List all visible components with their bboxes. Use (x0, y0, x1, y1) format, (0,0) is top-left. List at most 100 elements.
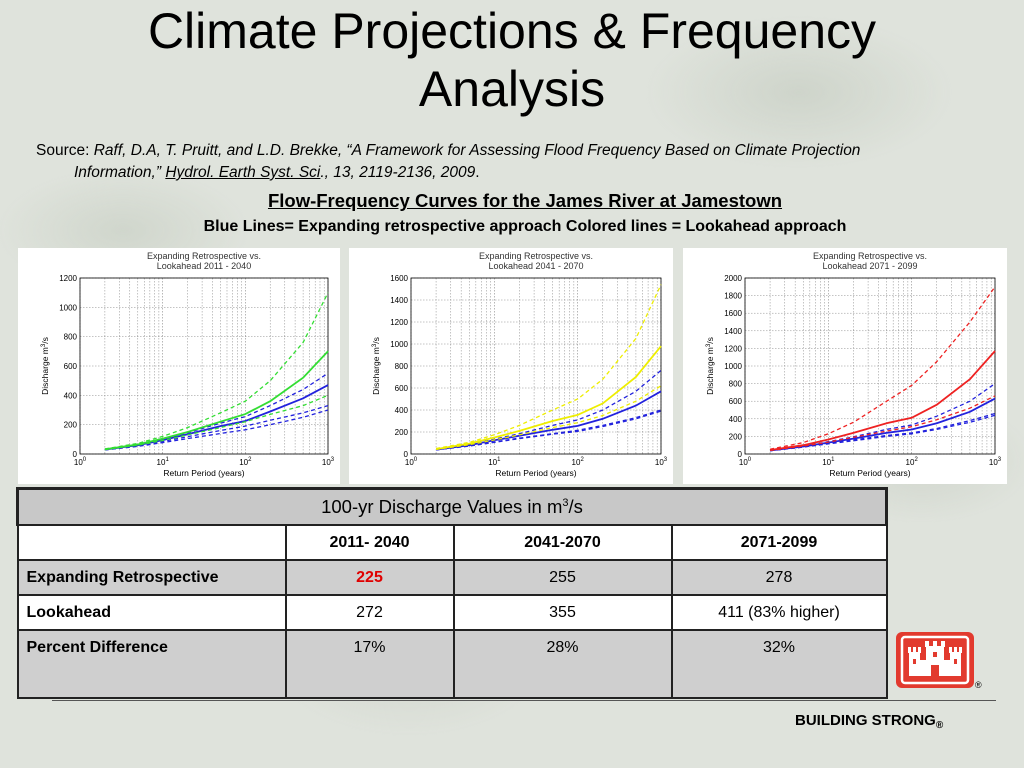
castle-logo-icon (896, 632, 974, 688)
chart-title: Expanding Retrospective vs. Lookahead 207… (813, 251, 927, 271)
table-cell: 278 (670, 559, 888, 596)
source-label: Source: (36, 142, 94, 159)
y-tick-label: 600 (395, 384, 409, 393)
series-line (104, 409, 329, 451)
chart-svg: Expanding Retrospective vs. Lookahead 207… (705, 251, 1002, 478)
y-axis-label: Discharge m3/s (40, 337, 50, 395)
source-journal: Hydrol. Earth Syst. Sci (165, 164, 321, 181)
y-tick-label: 1000 (390, 340, 408, 349)
x-tick-label: 102 (906, 457, 919, 467)
table-title-tail: /s (568, 496, 583, 517)
x-tick-label: 100 (405, 457, 418, 467)
y-tick-label: 600 (64, 362, 78, 371)
y-tick-label: 1000 (59, 303, 77, 312)
y-tick-label: 1200 (59, 274, 77, 283)
logo-registered-mark: ® (975, 680, 982, 690)
x-tick-label: 100 (74, 457, 87, 467)
table-row: Expanding Retrospective 225 255 278 (16, 559, 888, 596)
source-end: . (475, 164, 480, 181)
column-header: 2041-2070 (452, 524, 673, 561)
y-tick-label: 1600 (724, 309, 742, 318)
x-tick-label: 103 (989, 457, 1002, 467)
x-axis-label: Return Period (years) (829, 468, 910, 478)
y-tick-label: 200 (64, 421, 78, 430)
slide-title-line2: Analysis (418, 61, 606, 117)
footer-text: BUILDING STRONG (795, 712, 936, 729)
table-title-main: 100-yr Discharge Values in m (321, 496, 563, 517)
table-row: Lookahead 272 355 411 (83% higher) (16, 594, 888, 631)
chart-svg: Expanding Retrospective vs. Lookahead 204… (371, 251, 668, 478)
chart-subtitle: Flow-Frequency Curves for the James Rive… (267, 190, 783, 211)
table-header-row: 2011- 2040 2041-2070 2071-2099 (16, 524, 888, 561)
series-line (436, 385, 662, 451)
y-tick-label: 0 (404, 450, 409, 459)
table-cell: 411 (83% higher) (670, 594, 888, 631)
column-header: 2011- 2040 (284, 524, 455, 561)
y-tick-label: 800 (64, 333, 78, 342)
table-cell: 17% (284, 629, 455, 699)
column-header (16, 524, 287, 561)
series-line (104, 394, 329, 451)
plot-frame (410, 277, 662, 455)
series-line (436, 410, 662, 451)
chart-title: Expanding Retrospective vs. Lookahead 201… (147, 251, 261, 271)
y-tick-label: 800 (395, 362, 409, 371)
chart-panel-2041-2070: Expanding Retrospective vs. Lookahead 204… (349, 248, 673, 484)
y-tick-label: 600 (729, 397, 743, 406)
column-header: 2071-2099 (670, 524, 888, 561)
series-line (435, 284, 662, 450)
y-tick-label: 1800 (724, 292, 742, 301)
series-line (436, 409, 662, 451)
x-axis-label: Return Period (years) (495, 468, 576, 478)
x-tick-label: 103 (655, 457, 668, 467)
footer-registered-mark: ® (935, 720, 944, 731)
table-title: 100-yr Discharge Values in m3/s (16, 487, 888, 526)
y-tick-label: 0 (73, 450, 78, 459)
x-tick-label: 102 (239, 457, 252, 467)
x-tick-label: 102 (572, 457, 585, 467)
highlighted-value: 225 (356, 568, 383, 586)
discharge-table: 100-yr Discharge Values in m3/s 2011- 20… (16, 487, 888, 699)
chart-panel-2011-2040: Expanding Retrospective vs. Lookahead 201… (18, 248, 340, 484)
series-line (436, 369, 662, 451)
footer-divider (52, 700, 996, 701)
table-cell: 28% (452, 629, 673, 699)
table-cell: 355 (452, 594, 673, 631)
y-tick-label: 0 (738, 450, 743, 459)
series-line (769, 286, 996, 450)
x-tick-label: 101 (157, 457, 170, 467)
x-tick-label: 100 (739, 457, 752, 467)
y-tick-label: 1400 (724, 327, 742, 336)
series-line (104, 384, 329, 451)
table-cell: 255 (452, 559, 673, 596)
table-title-row: 100-yr Discharge Values in m3/s (16, 487, 888, 526)
y-axis-label: Discharge m3/s (705, 337, 715, 395)
series-line (435, 345, 662, 450)
x-axis-label: Return Period (years) (163, 468, 244, 478)
row-label: Expanding Retrospective (16, 559, 287, 596)
y-tick-label: 2000 (724, 274, 742, 283)
x-tick-label: 101 (488, 457, 501, 467)
series-line (104, 404, 329, 451)
y-tick-label: 1200 (390, 318, 408, 327)
series-line (104, 350, 329, 451)
table-title-sup: 3 (562, 496, 569, 509)
table-row: Percent Difference 17% 28% 32% (16, 629, 888, 699)
x-tick-label: 101 (822, 457, 835, 467)
y-tick-label: 400 (729, 415, 743, 424)
series-line (770, 412, 996, 452)
series-line (769, 397, 996, 452)
y-tick-label: 1600 (390, 274, 408, 283)
slide-title-line1: Climate Projections & Frequency (147, 3, 877, 59)
source-citation-a: Raff, D.A, T. Pruitt, and L.D. Brekke, “… (93, 142, 861, 159)
plot-frame (79, 277, 329, 455)
table-cell: 225 (284, 559, 455, 596)
x-tick-label: 103 (322, 457, 335, 467)
source-citation: Source: Raff, D.A, T. Pruitt, and L.D. B… (36, 140, 986, 184)
y-tick-label: 400 (64, 391, 78, 400)
chart-panel-2071-2099: Expanding Retrospective vs. Lookahead 207… (683, 248, 1007, 484)
y-tick-label: 800 (729, 380, 743, 389)
series-line (104, 292, 329, 450)
series-line (770, 414, 996, 452)
y-tick-label: 400 (395, 406, 409, 415)
